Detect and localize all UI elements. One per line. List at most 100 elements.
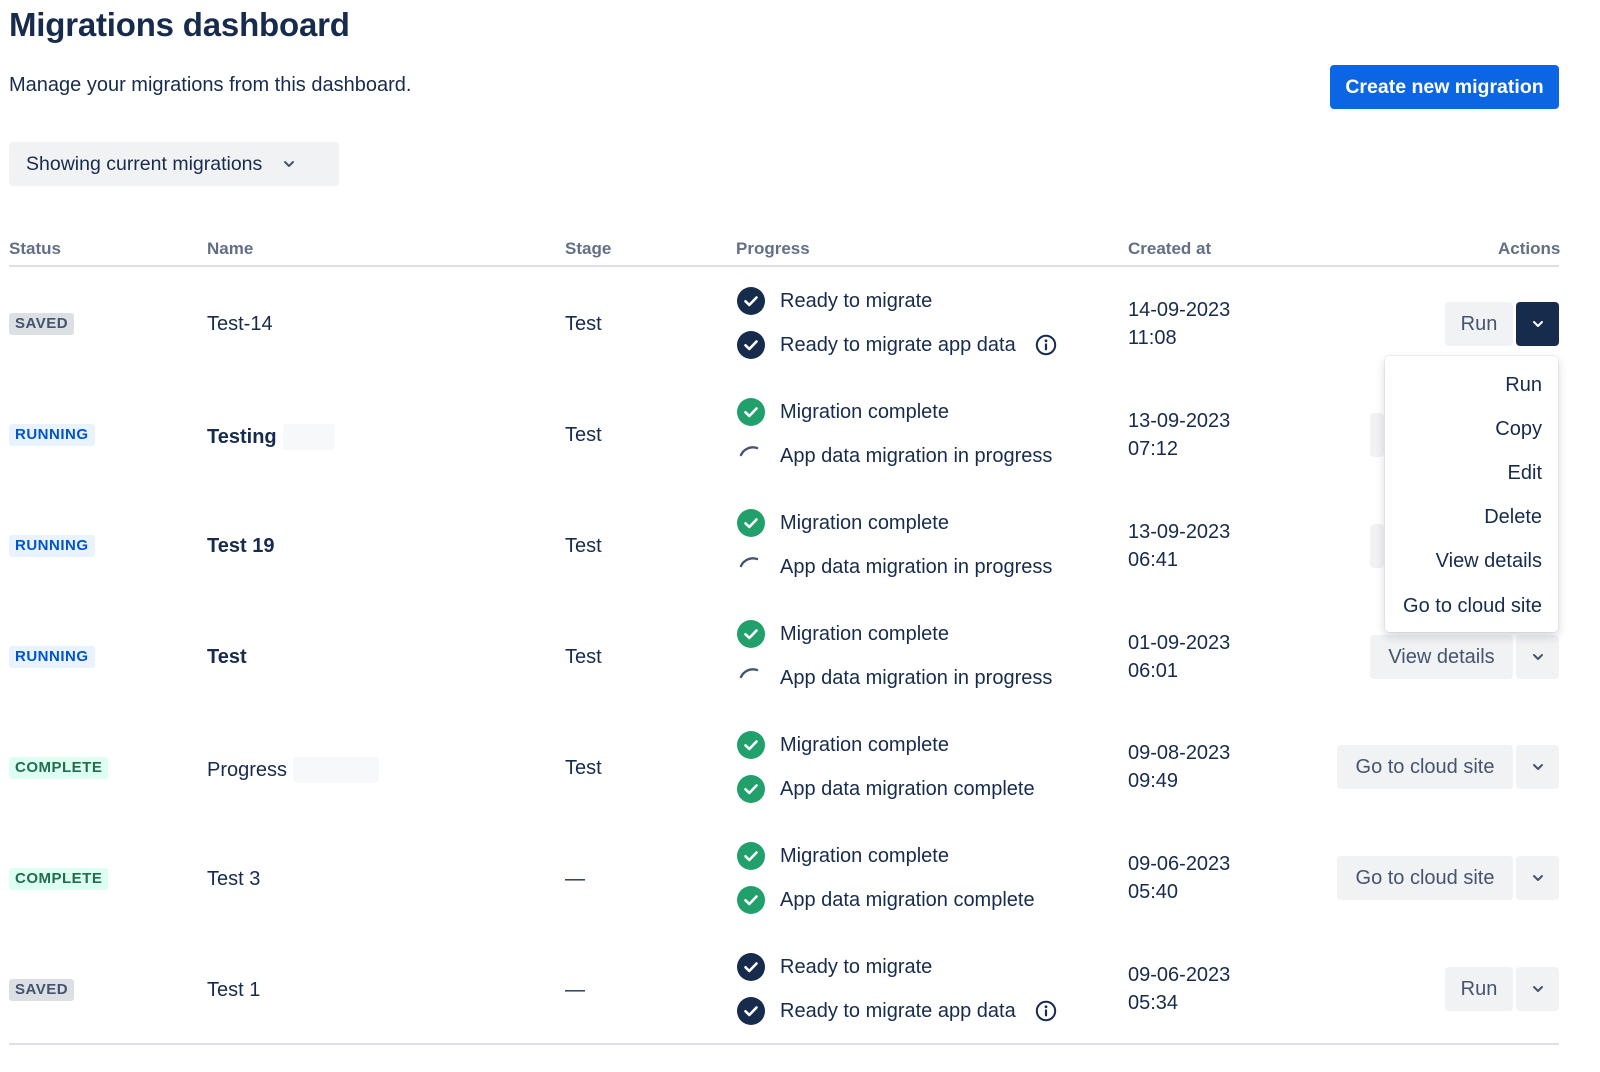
- migration-stage: Test: [565, 757, 602, 779]
- run-button[interactable]: Run: [1445, 302, 1513, 346]
- created-date: 13-09-2023: [1128, 521, 1231, 543]
- check-circle-dark-icon: [737, 287, 765, 315]
- migration-name-text: Test-14: [207, 313, 273, 335]
- row-action-button[interactable]: [1370, 524, 1384, 568]
- header-actions: Actions: [1498, 239, 1561, 258]
- created-time: 06:41: [1128, 549, 1179, 571]
- filter-label: Showing current migrations: [26, 152, 263, 175]
- progress-text: Migration complete: [780, 622, 949, 645]
- spinner-icon: [737, 664, 765, 692]
- created-time: 05:40: [1128, 881, 1179, 903]
- table-row: SAVED Test 1 — Ready to migrate Ready to…: [0, 934, 1600, 1045]
- actions-dropdown-button[interactable]: [1516, 856, 1559, 900]
- migration-stage: —: [565, 868, 585, 890]
- page-title: Migrations dashboard: [9, 6, 350, 43]
- go-to-cloud-site-button[interactable]: Go to cloud site: [1337, 856, 1513, 900]
- menu-item-delete[interactable]: Delete: [1484, 506, 1542, 528]
- check-circle-green-icon: [737, 842, 765, 870]
- table-row: RUNNING Test Test Migration complete App…: [0, 601, 1600, 712]
- migration-name[interactable]: Test: [207, 646, 247, 669]
- created-at: 09-06-2023 05:34: [1128, 961, 1230, 1017]
- progress-item: Migration complete: [737, 730, 949, 760]
- check-circle-green-icon: [737, 731, 765, 759]
- check-circle-dark-icon: [737, 953, 765, 981]
- progress-text: Ready to migrate: [780, 955, 933, 978]
- status-badge: RUNNING: [9, 424, 95, 446]
- created-date: 13-09-2023: [1128, 410, 1231, 432]
- spinner-icon: [737, 442, 765, 470]
- chevron-down-icon: [1532, 321, 1543, 327]
- menu-item-view-details[interactable]: View details: [1435, 550, 1542, 572]
- created-at: 09-06-2023 05:40: [1128, 850, 1230, 906]
- progress-item: Ready to migrate app data: [737, 996, 1060, 1026]
- create-migration-button[interactable]: Create new migration: [1330, 65, 1559, 109]
- info-icon[interactable]: [1032, 331, 1060, 359]
- actions-dropdown-button[interactable]: [1516, 967, 1559, 1011]
- progress-item: App data migration in progress: [737, 441, 1052, 471]
- created-at: 09-08-2023 09:49: [1128, 739, 1230, 795]
- status-badge: RUNNING: [9, 535, 95, 557]
- created-at: 14-09-2023 11:08: [1128, 296, 1230, 352]
- redacted-block: [282, 424, 335, 450]
- progress-text: Migration complete: [780, 400, 949, 423]
- chevron-down-icon: [1532, 764, 1543, 770]
- created-date: 09-06-2023: [1128, 964, 1231, 986]
- redacted-block: [293, 757, 380, 783]
- migration-name-text: Test 19: [207, 535, 275, 557]
- progress-item: App data migration in progress: [737, 663, 1052, 693]
- menu-item-go-to-cloud-site[interactable]: Go to cloud site: [1403, 595, 1542, 617]
- table-bottom-divider: [9, 1043, 1559, 1045]
- status-badge: SAVED: [9, 313, 75, 335]
- actions-dropdown-button[interactable]: [1516, 302, 1559, 346]
- header-name: Name: [207, 239, 254, 258]
- status-badge: SAVED: [9, 979, 75, 1001]
- progress-item: App data migration in progress: [737, 552, 1052, 582]
- migration-name-text: Test: [207, 646, 247, 668]
- run-button[interactable]: Run: [1445, 967, 1513, 1011]
- check-circle-green-icon: [737, 775, 765, 803]
- go-to-cloud-site-button[interactable]: Go to cloud site: [1337, 745, 1513, 789]
- menu-item-edit[interactable]: Edit: [1507, 462, 1542, 484]
- check-circle-green-icon: [737, 398, 765, 426]
- table-row: COMPLETE Test 3 — Migration complete App…: [0, 823, 1600, 934]
- check-circle-green-icon: [737, 620, 765, 648]
- info-icon[interactable]: [1032, 997, 1060, 1025]
- migration-name[interactable]: Test 1: [207, 979, 260, 1002]
- actions-dropdown-button[interactable]: [1516, 635, 1559, 679]
- check-circle-dark-icon: [737, 331, 765, 359]
- table-row: SAVED Test-14 Test Ready to migrate Read…: [0, 268, 1600, 379]
- table-row: RUNNING Test 19 Test Migration complete …: [0, 490, 1600, 601]
- migration-name[interactable]: Testing: [207, 424, 335, 450]
- progress-text: App data migration in progress: [780, 555, 1053, 578]
- migration-name[interactable]: Progress: [207, 757, 380, 783]
- migration-stage: Test: [565, 646, 602, 668]
- chevron-down-icon: [1532, 986, 1543, 992]
- created-at: 13-09-2023 07:12: [1128, 407, 1230, 463]
- menu-item-run[interactable]: Run: [1505, 374, 1542, 396]
- progress-item: Migration complete: [737, 508, 949, 538]
- progress-item: Migration complete: [737, 397, 949, 427]
- progress-text: App data migration complete: [780, 777, 1035, 800]
- created-at: 13-09-2023 06:41: [1128, 518, 1230, 574]
- actions-dropdown-menu: Run Copy Edit Delete View details Go to …: [1385, 356, 1558, 632]
- row-action-button[interactable]: [1370, 413, 1384, 457]
- progress-item: App data migration complete: [737, 774, 1035, 804]
- created-date: 09-06-2023: [1128, 853, 1231, 875]
- created-time: 09:49: [1128, 770, 1179, 792]
- actions-dropdown-button[interactable]: [1516, 745, 1559, 789]
- chevron-down-icon: [1532, 875, 1543, 881]
- status-badge: COMPLETE: [9, 868, 109, 890]
- progress-item: Migration complete: [737, 619, 949, 649]
- progress-text: App data migration complete: [780, 888, 1035, 911]
- progress-item: App data migration complete: [737, 885, 1035, 915]
- progress-item: Migration complete: [737, 841, 949, 871]
- migration-name[interactable]: Test-14: [207, 313, 273, 336]
- created-date: 01-09-2023: [1128, 632, 1231, 654]
- migration-name[interactable]: Test 3: [207, 868, 260, 891]
- view-details-button[interactable]: View details: [1370, 635, 1513, 679]
- menu-item-copy[interactable]: Copy: [1495, 418, 1542, 440]
- progress-item: Ready to migrate app data: [737, 330, 1060, 360]
- spinner-icon: [737, 553, 765, 581]
- migrations-filter-dropdown[interactable]: Showing current migrations: [9, 142, 339, 186]
- migration-name[interactable]: Test 19: [207, 535, 274, 558]
